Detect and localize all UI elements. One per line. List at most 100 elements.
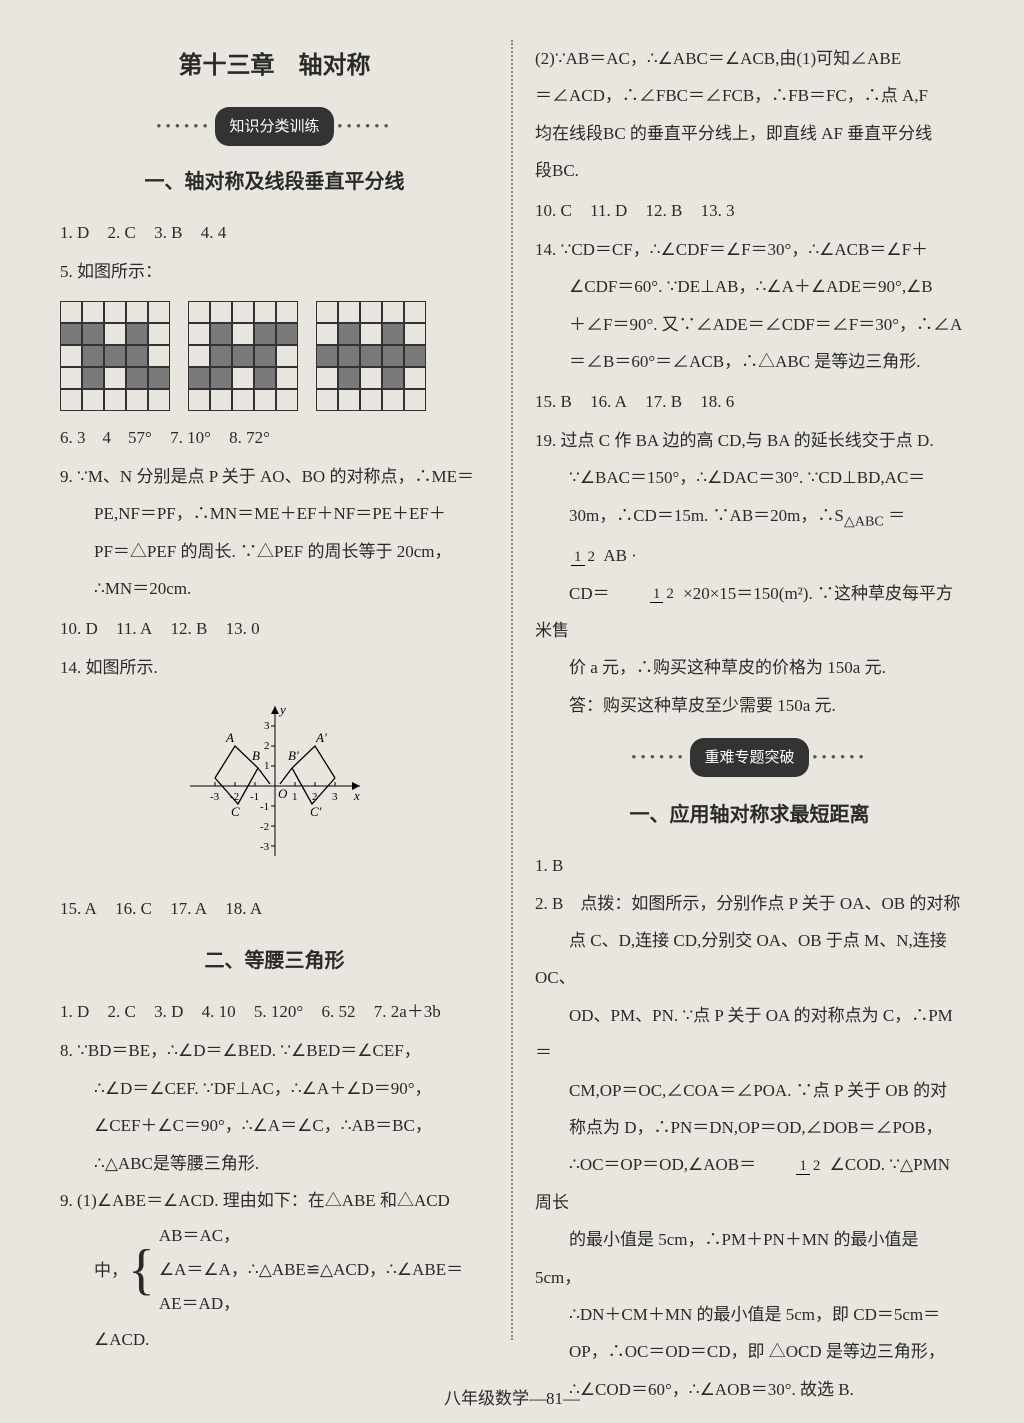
svg-text:1: 1 — [264, 760, 270, 772]
s3-q2-l9: OP，∴OC＝OD＝CD，即 △OCD 是等边三角形， — [535, 1333, 964, 1370]
ans-15: 15. A — [60, 899, 97, 918]
r-a11: 11. D — [590, 201, 627, 220]
s2-a5: 5. 120° — [254, 1002, 303, 1021]
grid-cell — [188, 389, 210, 411]
dots-left-2: •••••• — [631, 750, 687, 766]
grid-cell — [104, 345, 126, 367]
r-a17: 17. B — [645, 392, 682, 411]
grid-cell — [404, 301, 426, 323]
grid-cell — [188, 367, 210, 389]
grid-cell — [104, 389, 126, 411]
left-column: 第十三章 轴对称 •••••• 知识分类训练 •••••• 一、轴对称及线段垂直… — [60, 40, 507, 1393]
grid-cell — [104, 301, 126, 323]
q8-l3: ∠CEF＋∠C＝90°，∴∠A＝∠C，∴AB＝BC， — [60, 1107, 489, 1144]
grid-cell — [276, 345, 298, 367]
grid-cell — [254, 301, 276, 323]
brace-l2: ∠A＝∠A，∴△ABE≌△ACD，∴∠ABE＝ — [159, 1253, 463, 1287]
ans-1: 1. D — [60, 223, 89, 242]
r-a13: 13. 3 — [701, 201, 735, 220]
svg-text:O: O — [278, 786, 288, 801]
r-q19-l2: ∵∠BAC＝150°，∴∠DAC＝30°. ∵CD⊥BD,AC＝ — [535, 459, 964, 496]
grid-cell — [360, 323, 382, 345]
r-a18: 18. 6 — [700, 392, 734, 411]
grid-cell — [316, 345, 338, 367]
grid-cell — [338, 301, 360, 323]
svg-text:y: y — [278, 702, 286, 717]
right-column: (2)∵AB＝AC，∴∠ABC＝∠ACB,由(1)可知∠ABE ＝∠ACD，∴∠… — [517, 40, 964, 1393]
column-divider — [511, 40, 513, 1340]
grid-cell — [404, 345, 426, 367]
svg-text:A: A — [225, 730, 234, 745]
r-q9-2-l2: ＝∠ACD，∴∠FBC＝∠FCB，∴FB＝FC，∴点 A,F — [535, 77, 964, 114]
ans-17: 17. A — [170, 899, 207, 918]
graph-svg: A B C A' B' C' O x y -3-2-1 123 123 -1-2… — [180, 696, 370, 866]
grid-cell — [210, 301, 232, 323]
grid-cell — [232, 323, 254, 345]
grid-cell — [382, 389, 404, 411]
ans-2: 2. C — [108, 223, 136, 242]
ans-4: 4. 4 — [201, 223, 227, 242]
r-q19-l4-pre: CD＝ — [569, 584, 610, 603]
grid-cell — [382, 345, 404, 367]
r-a16: 16. A — [590, 392, 627, 411]
s3-q2-l1: 2. B 点拨：如图所示，分别作点 P 关于 OA、OB 的对称 — [535, 885, 964, 922]
answers-6to8: 6. 3 4 57° 7. 10° 8. 72° — [60, 419, 489, 456]
ans-3: 3. B — [154, 223, 182, 242]
grid-cell — [210, 367, 232, 389]
grid-cell — [404, 323, 426, 345]
grid-cell — [254, 323, 276, 345]
grid-cell — [276, 323, 298, 345]
s2-a4: 4. 10 — [202, 1002, 236, 1021]
q8-l2: ∴∠D＝∠CEF. ∵DF⊥AC，∴∠A＋∠D＝90°， — [60, 1070, 489, 1107]
ans-11: 11. A — [116, 619, 152, 638]
svg-text:3: 3 — [264, 720, 270, 732]
s3-q2-l6: ∴OC＝OP＝OD,∠AOB＝ 12 ∠COD. ∵△PMN 周长 — [535, 1146, 964, 1221]
grid-cell — [188, 345, 210, 367]
grid-cell — [126, 323, 148, 345]
r-q19-l3-post: AB · — [603, 546, 637, 565]
r-a12: 12. B — [646, 201, 683, 220]
grid-cell — [104, 323, 126, 345]
grid-cell — [126, 345, 148, 367]
grid-cell — [254, 389, 276, 411]
grid-cell — [126, 389, 148, 411]
ans-16: 16. C — [115, 899, 152, 918]
svg-text:B: B — [252, 748, 260, 763]
s2-a3: 3. D — [154, 1002, 183, 1021]
grid-cell — [188, 301, 210, 323]
q9-line3: PF＝△PEF 的周长. ∵△PEF 的周长等于 20cm， — [60, 533, 489, 570]
section-3-title: 一、应用轴对称求最短距离 — [535, 793, 964, 837]
grid-cell — [338, 367, 360, 389]
grid-cell — [188, 323, 210, 345]
dots-right-2: •••••• — [812, 750, 868, 766]
grid-cell — [82, 345, 104, 367]
sub-abc: △ABC — [844, 513, 884, 529]
svg-text:x: x — [353, 788, 360, 803]
s3-q2-l5: 称点为 D，∴PN＝DN,OP＝OD,∠DOB＝∠POB， — [535, 1109, 964, 1146]
grid-cell — [382, 367, 404, 389]
frac-half-1: 12 — [537, 550, 598, 565]
grid-cell — [404, 389, 426, 411]
grid-cell — [126, 301, 148, 323]
section-2-title: 二、等腰三角形 — [60, 939, 489, 983]
ans-18: 18. A — [225, 899, 262, 918]
s3-q2-l4: CM,OP＝OC,∠COA＝∠POA. ∵点 P 关于 OB 的对 — [535, 1072, 964, 1109]
r-q19-l1: 19. 过点 C 作 BA 边的高 CD,与 BA 的延长线交于点 D. — [535, 422, 964, 459]
badge-row-2: •••••• 重难专题突破 •••••• — [535, 738, 964, 777]
r-q14-l4: ＝∠B＝60°＝∠ACB，∴△ABC 是等边三角形. — [535, 343, 964, 380]
s3-q2-l2: 点 C、D,连接 CD,分别交 OA、OB 于点 M、N,连接 OC、 — [535, 922, 964, 997]
ans-12: 12. B — [171, 619, 208, 638]
grid-cell — [276, 301, 298, 323]
grid-cell — [82, 389, 104, 411]
r-q19-l3-eq: ＝ — [888, 506, 905, 525]
q9-line1: 9. ∵M、N 分别是点 P 关于 AO、BO 的对称点，∴ME＝ — [60, 458, 489, 495]
left-brace-icon: { — [128, 1242, 155, 1298]
s3-q2-l3: OD、PM、PN. ∵点 P 关于 OA 的对称点为 C，∴PM＝ — [535, 997, 964, 1072]
q14-text: 14. 如图所示. — [60, 649, 489, 686]
s2-a6: 6. 52 — [321, 1002, 355, 1021]
sec2-answers-1to7: 1. D 2. C 3. D 4. 10 5. 120° 6. 52 7. 2a… — [60, 993, 489, 1030]
grid-cell — [360, 389, 382, 411]
q9b-brace-group: 中， { AB＝AC， ∠A＝∠A，∴△ABE≌△ACD，∴∠ABE＝ AE＝A… — [94, 1219, 489, 1321]
grid-cell — [82, 367, 104, 389]
brace-l1: AB＝AC， — [159, 1219, 463, 1253]
